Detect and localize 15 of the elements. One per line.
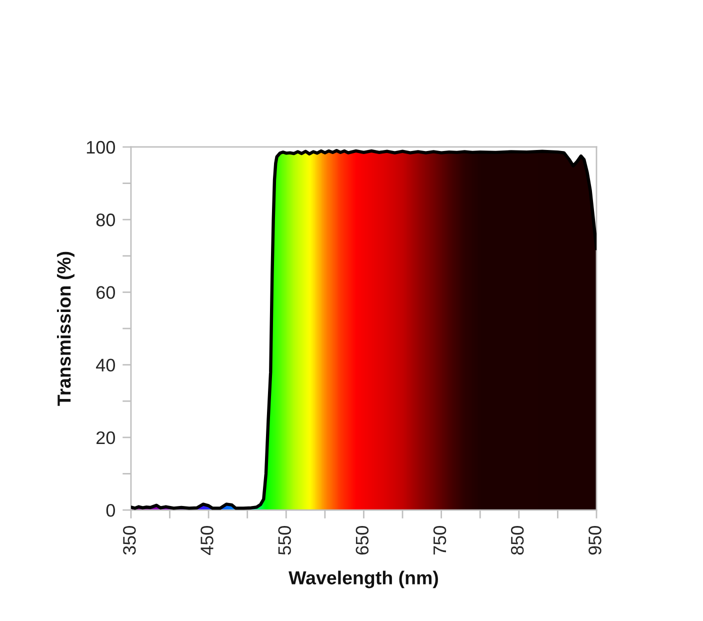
y-tick-label: 40 [96, 358, 115, 372]
x-tick-label: 850 [510, 526, 524, 555]
x-tick-label: 550 [278, 526, 291, 555]
y-tick-label: 100 [86, 140, 115, 154]
y-tick-label: 60 [96, 286, 115, 299]
x-tick-label: 450 [200, 526, 214, 556]
x-tick-label: 750 [433, 526, 446, 554]
x-axis-title: Wavelength (nm) [288, 570, 438, 588]
x-tick-label: 350 [123, 526, 136, 555]
x-tick-label: 650 [356, 526, 369, 555]
y-axis-title: Transmission (%) [56, 252, 74, 406]
x-tick-label: 950 [588, 526, 602, 555]
y-tick-label: 0 [106, 504, 115, 517]
y-tick-label: 80 [96, 214, 115, 226]
y-tick-label: 20 [96, 431, 115, 444]
